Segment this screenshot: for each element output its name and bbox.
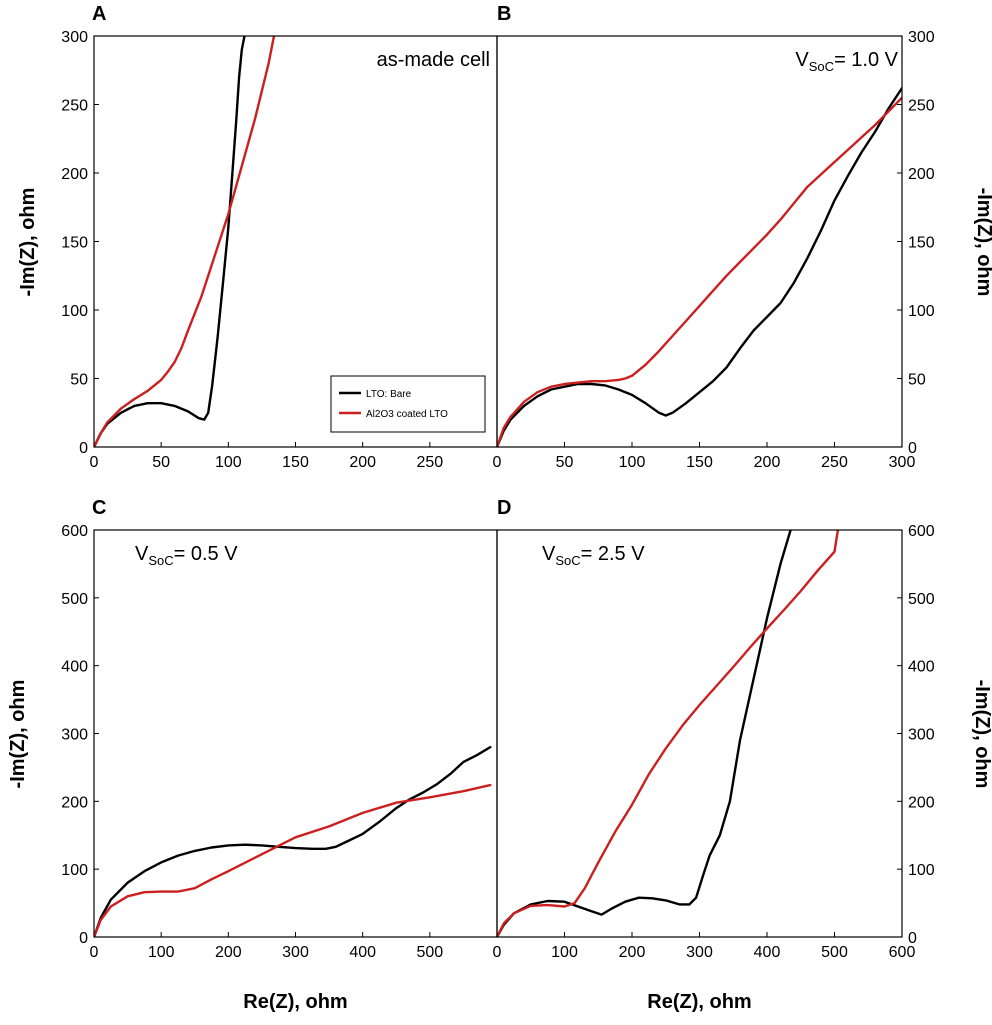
y-tick-label: 400 (908, 659, 935, 676)
x-tick-label: 400 (349, 944, 376, 961)
panel-annotation: VSoC= 2.5 V (542, 543, 645, 568)
y-tick-label: 100 (61, 303, 88, 320)
x-tick-label: 100 (148, 944, 175, 961)
y-tick-label: 0 (79, 440, 88, 457)
x-tick-label: 300 (282, 944, 309, 961)
y-tick-label: 500 (908, 591, 935, 608)
x-axis-title: Re(Z), ohm (243, 991, 347, 1013)
x-tick-label: 300 (889, 454, 916, 471)
x-tick-label: 250 (821, 454, 848, 471)
y-tick-label: 500 (61, 591, 88, 608)
panel-letter: A (92, 3, 106, 25)
panel-a: 0 50 100 150 200 250 0 50 100 150 200 250 300Aas-mad… (61, 3, 498, 471)
legend: LTO: Bare Al2O3 coated LTO (330, 375, 486, 433)
x-axis-title: Re(Z), ohm (647, 991, 751, 1013)
y-tick-label: 200 (61, 794, 88, 811)
series-line-bare-b (497, 86, 902, 447)
y-tick-label: 300 (908, 29, 935, 46)
legend-box (330, 375, 486, 433)
y-tick-label: 0 (79, 930, 88, 947)
plot-frame (93, 529, 498, 938)
series-line-coated-c (94, 783, 492, 937)
y-axis-title-left-bottom: -Im(Z), ohm (7, 680, 29, 789)
panel-letter: C (92, 497, 106, 519)
x-tick-label: 500 (416, 944, 443, 961)
panel-annotation: VSoC= 1.0 V (795, 49, 898, 74)
x-tick-label: 400 (754, 944, 781, 961)
x-tick-label: 500 (821, 944, 848, 961)
x-tick-label: 300 (686, 944, 713, 961)
panel-annotation: VSoC= 0.5 V (135, 543, 238, 568)
y-tick-label: 400 (61, 659, 88, 676)
series-line-coated-b (497, 96, 902, 447)
x-tick-label: 100 (551, 944, 578, 961)
y-tick-label: 200 (908, 794, 935, 811)
y-tick-label: 100 (61, 862, 88, 879)
y-tick-label: 300 (61, 29, 88, 46)
y-axis-title-right-bottom: -Im(Z), ohm (971, 680, 992, 789)
y-tick-label: 0 (908, 440, 917, 457)
y-tick-label: 300 (61, 727, 88, 744)
plot-frame (496, 529, 903, 938)
x-tick-label: 0 (493, 944, 502, 961)
x-tick-label: 0 (90, 454, 99, 471)
x-tick-label: 50 (152, 454, 170, 471)
y-tick-label: 100 (908, 862, 935, 879)
series-line-bare-a (94, 36, 246, 447)
y-tick-label: 600 (908, 523, 935, 540)
y-tick-label: 250 (908, 98, 935, 115)
y-tick-label: 100 (908, 303, 935, 320)
y-tick-label: 300 (908, 727, 935, 744)
y-tick-label: 250 (61, 98, 88, 115)
legend-label: LTO: Bare (366, 389, 412, 400)
y-tick-label: 600 (61, 523, 88, 540)
series-line-bare-c (94, 745, 492, 937)
y-axis-title-left-top: -Im(Z), ohm (17, 188, 39, 297)
y-tick-label: 50 (908, 372, 926, 389)
panel-b: 0 50 100 150 200 250 300050100150200250300BVSo… (493, 3, 935, 471)
x-tick-label: 600 (889, 944, 916, 961)
x-tick-label: 200 (754, 454, 781, 471)
x-tick-label: 150 (282, 454, 309, 471)
panel-letter: D (497, 497, 511, 519)
y-tick-label: 200 (908, 166, 935, 183)
y-tick-label: 150 (61, 235, 88, 252)
panel-annotation: as-made cell (377, 49, 490, 71)
x-tick-label: 50 (556, 454, 574, 471)
y-tick-label: 150 (908, 235, 935, 252)
x-tick-label: 200 (349, 454, 376, 471)
y-tick-label: 200 (61, 166, 88, 183)
panel-d: 0 100 200 300 400 500 6000100200300400500600DV… (493, 497, 935, 1013)
x-tick-label: 0 (493, 454, 502, 471)
y-tick-label: 0 (908, 930, 917, 947)
x-tick-label: 200 (215, 944, 242, 961)
x-tick-label: 200 (619, 944, 646, 961)
x-tick-label: 0 (90, 944, 99, 961)
x-tick-label: 150 (686, 454, 713, 471)
series-line-coated-a (94, 36, 276, 447)
x-tick-label: 100 (619, 454, 646, 471)
series-line-bare-d (497, 530, 792, 937)
panel-letter: B (497, 3, 511, 25)
y-axis-title-right-top: -Im(Z), ohm (973, 188, 992, 297)
legend-label: Al2O3 coated LTO (366, 409, 448, 420)
x-tick-label: 250 (416, 454, 443, 471)
x-tick-label: 100 (215, 454, 242, 471)
y-tick-label: 50 (70, 372, 88, 389)
series-line-coated-d (497, 530, 840, 937)
